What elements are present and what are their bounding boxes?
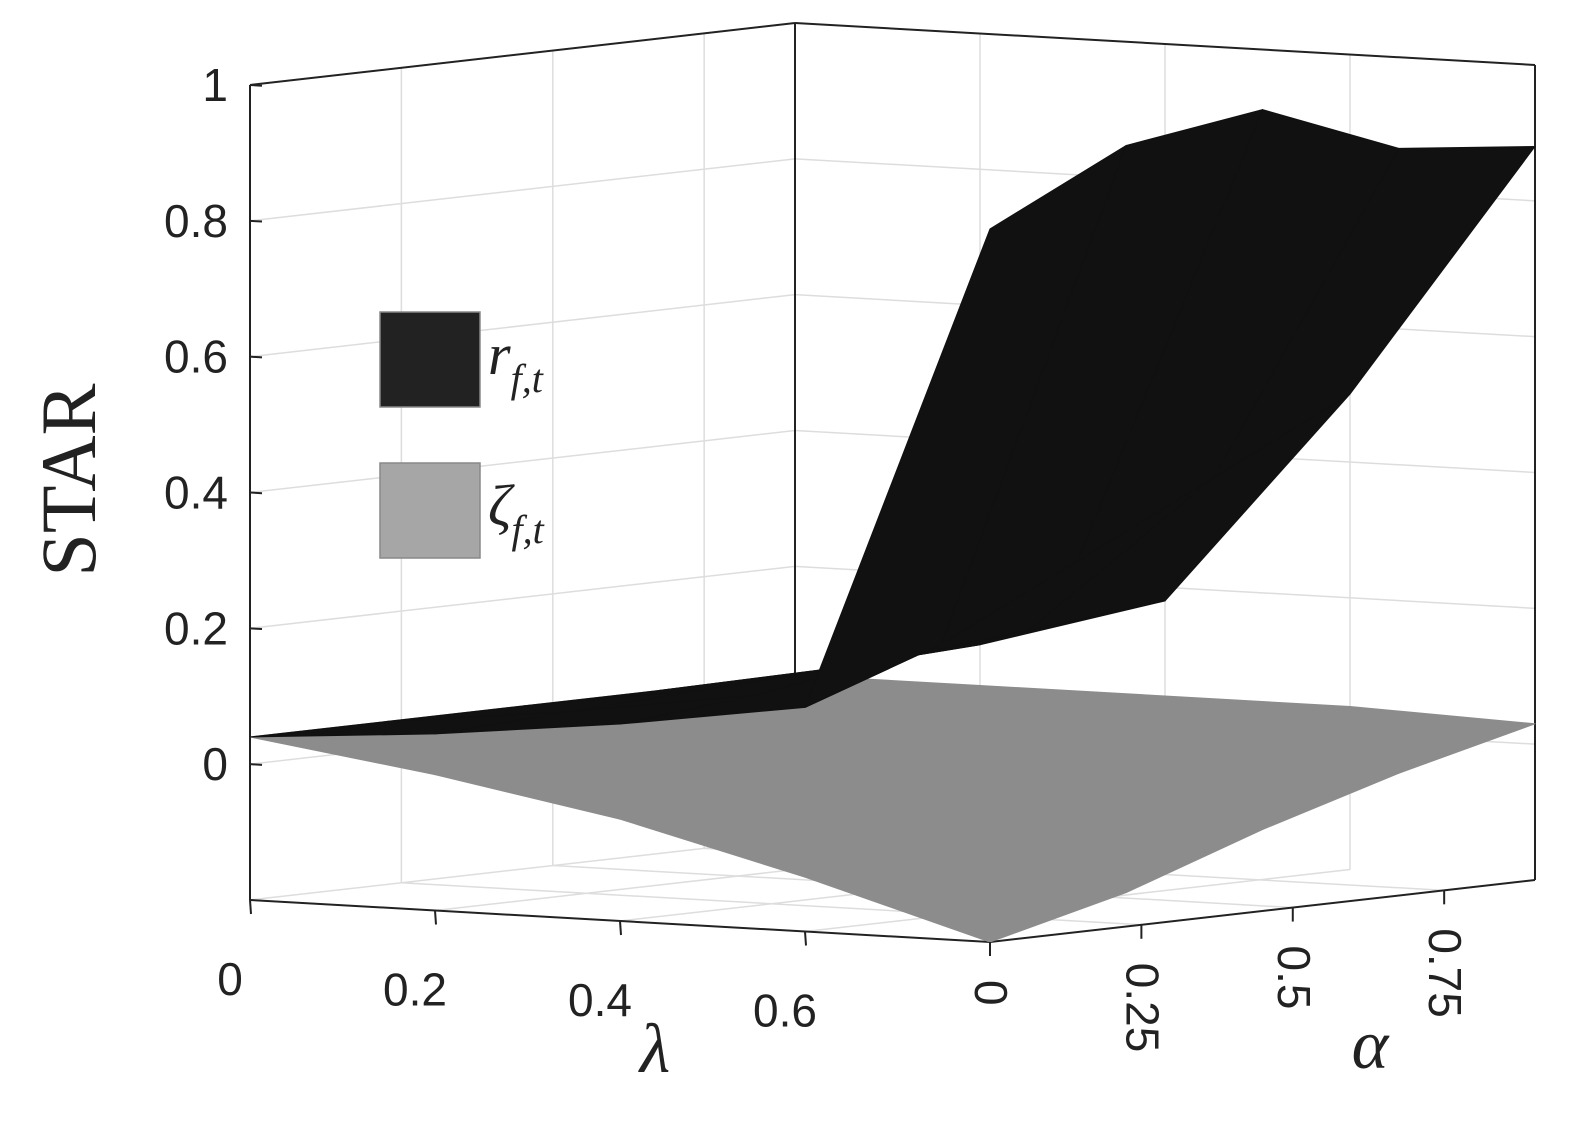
y-tick-label: 0.25	[1116, 963, 1168, 1053]
x-tick-label: 0.4	[568, 974, 632, 1026]
z-tick-label: 0.6	[164, 331, 228, 383]
x-tick-label: 0.2	[383, 964, 447, 1016]
y-tick-label: 0.5	[1268, 946, 1320, 1010]
labels: 0 0.2 0.4 0.6 0.8 1 0 0.2 0.4 0.6 0 0.25 0.5 0.75	[164, 59, 1471, 1052]
z-tick-label: 0.4	[164, 467, 228, 519]
grid-line	[249, 565, 796, 630]
z-tick-label: 0	[202, 738, 228, 790]
axis-line	[249, 22, 796, 86]
grid-line	[249, 429, 796, 494]
axis-line	[794, 22, 1536, 66]
grid-line	[249, 158, 796, 222]
surfaces	[249, 109, 1536, 943]
legend-name: r	[488, 322, 511, 387]
legend-swatch	[379, 462, 481, 559]
legend-subscript: f,t	[511, 356, 544, 401]
tick-mark	[619, 920, 622, 936]
z-tick-label: 1	[202, 59, 228, 111]
x-axis-label: λ	[638, 1011, 670, 1088]
y-tick-label: 0.75	[1419, 928, 1471, 1018]
tick-mark	[249, 491, 263, 495]
tick-mark	[249, 219, 263, 223]
surface-patch	[804, 144, 1127, 708]
legend-subscript: f,t	[511, 507, 544, 552]
legend-swatch	[379, 311, 481, 408]
x-tick-label: 0.6	[753, 985, 817, 1037]
y-tick-label: 0	[965, 980, 1017, 1006]
tick-mark	[434, 910, 437, 925]
tick-mark	[804, 931, 807, 946]
legend: rf,tζf,t	[379, 311, 545, 559]
tick-mark	[249, 84, 263, 87]
legend-label: ζf,t	[488, 473, 545, 552]
z-axis-label: STAR	[25, 383, 112, 576]
legend-label: rf,t	[488, 322, 544, 401]
tick-mark	[249, 355, 263, 359]
y-axis-label: α	[1352, 1007, 1390, 1084]
tick-mark	[249, 899, 252, 915]
tick-mark	[249, 763, 263, 766]
z-tick-label: 0.2	[164, 602, 228, 654]
x-tick-label: 0	[217, 953, 243, 1005]
grid-line	[249, 293, 796, 358]
tick-mark	[249, 627, 263, 631]
surface-patch	[804, 834, 1127, 943]
z-tick-label: 0.8	[164, 195, 228, 247]
legend-name: ζ	[488, 473, 515, 538]
